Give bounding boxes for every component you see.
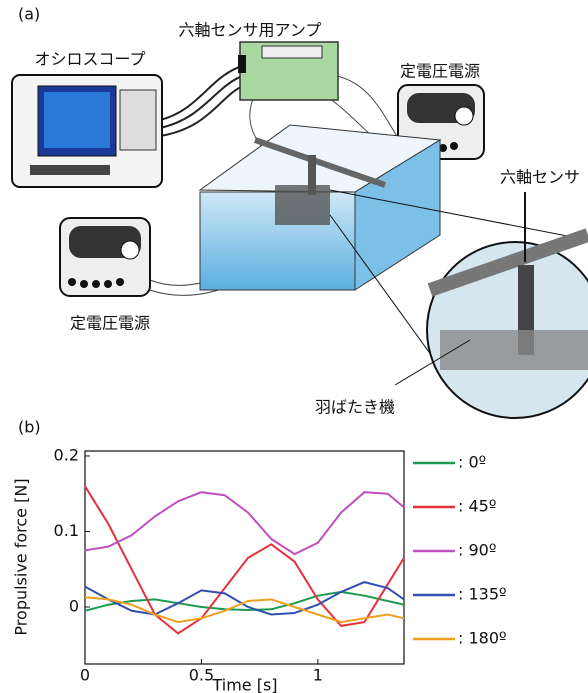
power-supply-knob <box>455 107 473 125</box>
amplifier-connector <box>262 46 322 58</box>
label: 定電圧電源 <box>70 314 150 333</box>
power-supply-knob <box>121 241 139 259</box>
figure: (a) 六軸センサ用アンプ オシロスコープ 定電圧電源 六軸センサ 定電圧電源 … <box>0 0 588 693</box>
y-tick-label: 0.1 <box>54 521 79 540</box>
amplifier-port <box>238 55 246 73</box>
flapper <box>275 185 330 225</box>
legend-label: : 135º <box>458 585 507 604</box>
label: 羽ばたき機 <box>315 398 395 417</box>
x-axis-label: Time [s] <box>211 676 277 693</box>
panel-label: (a) <box>18 5 40 24</box>
legend-label: : 0º <box>458 453 486 472</box>
y-axis-label: Propulsive force [N] <box>12 478 31 635</box>
legend-label: : 180º <box>458 629 507 648</box>
x-tick-label: 1 <box>313 666 323 685</box>
x-tick-label: 0.5 <box>189 666 214 685</box>
label: 六軸センサ <box>500 168 580 187</box>
legend-label: : 90º <box>458 541 496 560</box>
plot-frame <box>85 451 404 664</box>
label: 定電圧電源 <box>400 62 480 81</box>
x-tick-label: 0 <box>80 666 90 685</box>
oscilloscope-buttons <box>120 90 156 150</box>
cable <box>160 65 245 136</box>
page: (a) 六軸センサ用アンプ オシロスコープ 定電圧電源 六軸センサ 定電圧電源 … <box>0 0 588 693</box>
y-tick-label: 0.2 <box>54 445 79 464</box>
flapper <box>440 330 588 370</box>
label: 六軸センサ用アンプ <box>179 21 322 40</box>
oscilloscope-display <box>44 92 110 148</box>
panel-label: (b) <box>18 418 41 437</box>
oscilloscope-base <box>30 165 110 175</box>
label: オシロスコープ <box>34 50 145 69</box>
legend-label: : 45º <box>458 497 496 516</box>
y-tick-label: 0 <box>69 596 79 615</box>
series-line <box>85 492 404 554</box>
series-line <box>85 592 404 611</box>
